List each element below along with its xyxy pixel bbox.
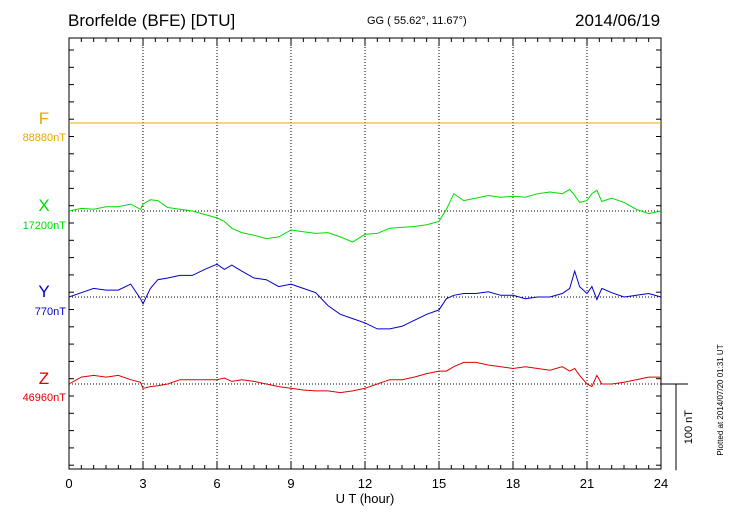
x-tick-label: 12 <box>358 476 372 491</box>
scale-bar-label: 100 nT <box>683 410 695 445</box>
component-base-y: 770nT <box>35 306 66 318</box>
x-tick-label: 24 <box>654 476 668 491</box>
x-tick-label: 15 <box>432 476 446 491</box>
component-label-x: X <box>38 196 49 215</box>
chart-date: 2014/06/19 <box>575 11 661 30</box>
station-title: Brorfelde (BFE) [DTU] <box>68 11 236 30</box>
x-axis-label: U T (hour) <box>336 491 395 506</box>
series-line-x <box>68 188 662 243</box>
component-label-f: F <box>39 109 49 128</box>
series-line-z <box>68 361 661 394</box>
x-tick-label: 9 <box>287 476 294 491</box>
component-base-z: 46960nT <box>23 392 67 404</box>
component-base-f: 88880nT <box>23 132 67 144</box>
x-tick-label: 21 <box>580 476 594 491</box>
x-tick-label: 3 <box>139 476 146 491</box>
plotted-note: Plotted at 2014/07/20 01:31 UT <box>716 344 725 455</box>
component-base-x: 17200nT <box>23 220 67 232</box>
component-label-y: Y <box>38 282 49 301</box>
x-tick-label: 6 <box>213 476 220 491</box>
component-label-z: Z <box>39 369 49 388</box>
x-tick-label: 0 <box>65 476 72 491</box>
station-coordinates: GG ( 55.62°, 11.67°) <box>367 15 467 27</box>
x-tick-label: 18 <box>506 476 520 491</box>
series-line-y <box>68 263 662 330</box>
